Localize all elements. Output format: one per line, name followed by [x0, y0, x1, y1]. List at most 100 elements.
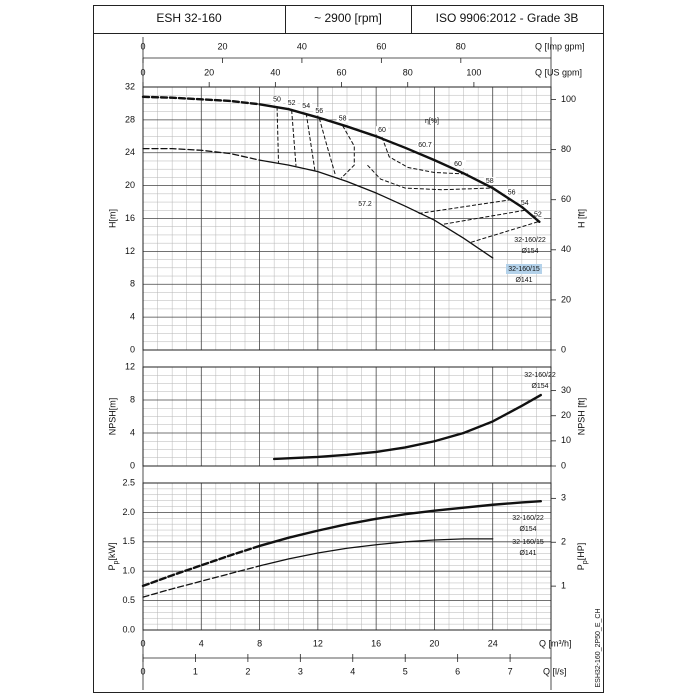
- y2-tick-label: 2: [561, 537, 566, 547]
- y-axis-label-unit: [kW]: [107, 543, 117, 561]
- series-name: 32-160/22: [524, 372, 556, 379]
- x2-tick-label: 5: [403, 666, 408, 676]
- y-axis-label-sub: p: [113, 560, 120, 564]
- annotation: 60: [454, 161, 462, 168]
- series-line: [272, 393, 542, 461]
- series-line: [258, 159, 494, 259]
- efficiency-line: [340, 125, 355, 179]
- efficiency-line: [381, 136, 468, 175]
- efficiency-label-bg: [531, 210, 544, 219]
- efficiency-label: 58: [339, 115, 347, 122]
- series-name: 32-160/22: [514, 237, 546, 244]
- y2-tick-label: 20: [561, 294, 571, 304]
- efficiency-label: 56: [315, 108, 323, 115]
- x-tick-label: 24: [488, 638, 498, 648]
- series-diameter: Ø141: [515, 277, 532, 284]
- y2-tick-label: 0: [561, 344, 566, 354]
- y-tick-label: 28: [125, 114, 135, 124]
- x2-tick-label: 3: [298, 666, 303, 676]
- efficiency-axis-label: η[%]: [425, 118, 439, 125]
- x2-tick-label: 20: [217, 41, 227, 51]
- annotation: 57.2: [358, 201, 372, 208]
- x-axis-label: Q [m³/h]: [539, 638, 572, 648]
- y-axis-label: H[m]: [107, 209, 117, 228]
- y-tick-label: 4: [130, 312, 135, 322]
- x2-tick-label: 80: [456, 41, 466, 51]
- efficiency-label: 52: [534, 212, 542, 219]
- efficiency-label-bg: [505, 188, 518, 197]
- efficiency-label-bg: [518, 199, 531, 208]
- x2-tick-label: 2: [245, 666, 250, 676]
- series-line: [141, 95, 261, 106]
- y2-axis-label: NPSH [ft]: [576, 398, 586, 436]
- y2-tick-label: 20: [561, 410, 571, 420]
- y-tick-label: 0: [130, 460, 135, 470]
- y-tick-label: 1.0: [122, 566, 135, 576]
- y-tick-label: 1.5: [122, 536, 135, 546]
- y2-tick-label: 60: [561, 194, 571, 204]
- series-diameter: Ø141: [519, 550, 536, 557]
- x2-tick-label: 0: [140, 666, 145, 676]
- y-axis-label: NPSH[m]: [107, 398, 117, 436]
- x2-tick-label: 60: [337, 67, 347, 77]
- efficiency-label: 54: [302, 103, 310, 110]
- y-tick-label: 2.5: [122, 477, 135, 487]
- x2-axis-label: Q [US gpm]: [535, 67, 582, 77]
- efficiency-line: [443, 209, 525, 225]
- efficiency-line: [367, 164, 490, 191]
- x2-tick-label: 40: [297, 41, 307, 51]
- efficiency-line: [276, 106, 280, 163]
- x2-tick-label: 40: [270, 67, 280, 77]
- efficiency-label-bg: [300, 102, 313, 111]
- series-line: [258, 500, 542, 548]
- annotation-bg: [450, 160, 466, 168]
- x2-axis-label: Q [Imp gpm]: [535, 41, 585, 51]
- x-tick-label: 0: [140, 638, 145, 648]
- efficiency-label-bg: [313, 107, 326, 116]
- efficiency-line: [318, 118, 336, 176]
- y-tick-label: 12: [125, 246, 135, 256]
- x-tick-label: 20: [429, 638, 439, 648]
- y2-axis-label: H [ft]: [576, 209, 586, 228]
- y2-tick-label: 3: [561, 493, 566, 503]
- efficiency-line: [291, 109, 297, 166]
- plot-box: [142, 482, 552, 631]
- model: ESH 32-160: [156, 11, 222, 25]
- x2-tick-label: 7: [508, 666, 513, 676]
- y2-tick-label: 40: [561, 244, 571, 254]
- efficiency-label: 58: [486, 178, 494, 185]
- series-line: [142, 565, 261, 598]
- y-tick-label: 16: [125, 213, 135, 223]
- x-tick-label: 12: [313, 638, 323, 648]
- standard: ISO 9906:2012 - Grade 3B: [436, 11, 579, 25]
- efficiency-label: 52: [288, 100, 296, 107]
- series-line: [258, 103, 541, 223]
- y2-tick-label: 1: [561, 580, 566, 590]
- series-name: 32-160/22: [512, 515, 544, 522]
- y-tick-label: 8: [130, 279, 135, 289]
- y-tick-label: 0: [130, 344, 135, 354]
- y2-axis-label-sub: p: [582, 560, 589, 564]
- y2-tick-label: 80: [561, 144, 571, 154]
- x2-tick-label: 1: [193, 666, 198, 676]
- y-tick-label: 0.0: [122, 624, 135, 634]
- series-line: [258, 538, 494, 567]
- y-axis-label-main: P: [107, 564, 117, 570]
- x-tick-label: 8: [257, 638, 262, 648]
- efficiency-label-bg: [285, 99, 298, 108]
- y2-axis-label-main: P: [576, 564, 586, 570]
- x2-tick-label: 80: [403, 67, 413, 77]
- series-name: 32-160/15: [508, 266, 540, 273]
- x2-tick-label: 60: [376, 41, 386, 51]
- y2-tick-label: 30: [561, 385, 571, 395]
- y-tick-label: 24: [125, 147, 135, 157]
- series-diameter: Ø154: [531, 383, 548, 390]
- x2-axis-label: Q [l/s]: [543, 666, 567, 676]
- efficiency-line: [418, 199, 512, 215]
- y-tick-label: 4: [130, 427, 135, 437]
- x2-tick-label: 20: [204, 67, 214, 77]
- x2-tick-label: 6: [455, 666, 460, 676]
- y2-axis-label-unit: [HP]: [576, 543, 586, 561]
- series-name: 32-160/15: [512, 539, 544, 546]
